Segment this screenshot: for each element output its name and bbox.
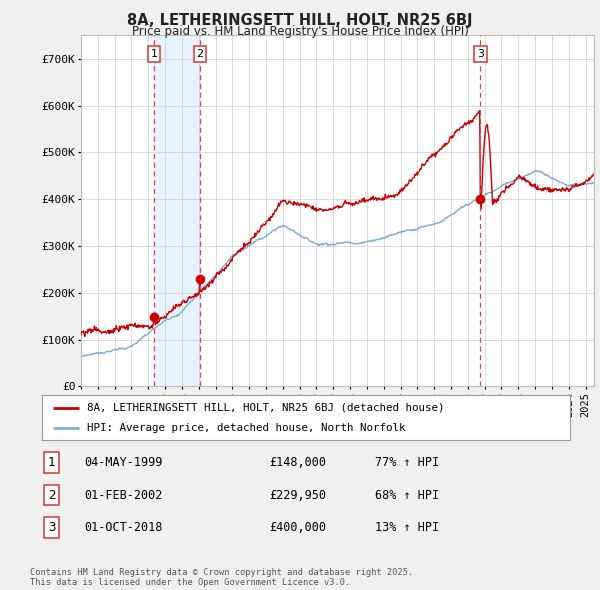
Text: 1: 1 [151,49,158,59]
Text: 13% ↑ HPI: 13% ↑ HPI [374,521,439,534]
Text: 2: 2 [197,49,203,59]
Text: 04-MAY-1999: 04-MAY-1999 [84,456,163,469]
Text: 01-OCT-2018: 01-OCT-2018 [84,521,163,534]
Text: Contains HM Land Registry data © Crown copyright and database right 2025.
This d: Contains HM Land Registry data © Crown c… [30,568,413,587]
Text: £229,950: £229,950 [269,489,326,502]
Text: 3: 3 [48,521,55,534]
Text: 68% ↑ HPI: 68% ↑ HPI [374,489,439,502]
Text: 3: 3 [477,49,484,59]
Text: 2: 2 [48,489,55,502]
Text: 77% ↑ HPI: 77% ↑ HPI [374,456,439,469]
Text: HPI: Average price, detached house, North Norfolk: HPI: Average price, detached house, Nort… [87,424,406,434]
Text: 1: 1 [48,456,55,469]
Text: £148,000: £148,000 [269,456,326,469]
Text: 8A, LETHERINGSETT HILL, HOLT, NR25 6BJ: 8A, LETHERINGSETT HILL, HOLT, NR25 6BJ [127,13,473,28]
Text: 8A, LETHERINGSETT HILL, HOLT, NR25 6BJ (detached house): 8A, LETHERINGSETT HILL, HOLT, NR25 6BJ (… [87,403,445,412]
Text: £400,000: £400,000 [269,521,326,534]
Bar [154,35,200,386]
Text: Price paid vs. HM Land Registry's House Price Index (HPI): Price paid vs. HM Land Registry's House … [131,25,469,38]
Text: 01-FEB-2002: 01-FEB-2002 [84,489,163,502]
